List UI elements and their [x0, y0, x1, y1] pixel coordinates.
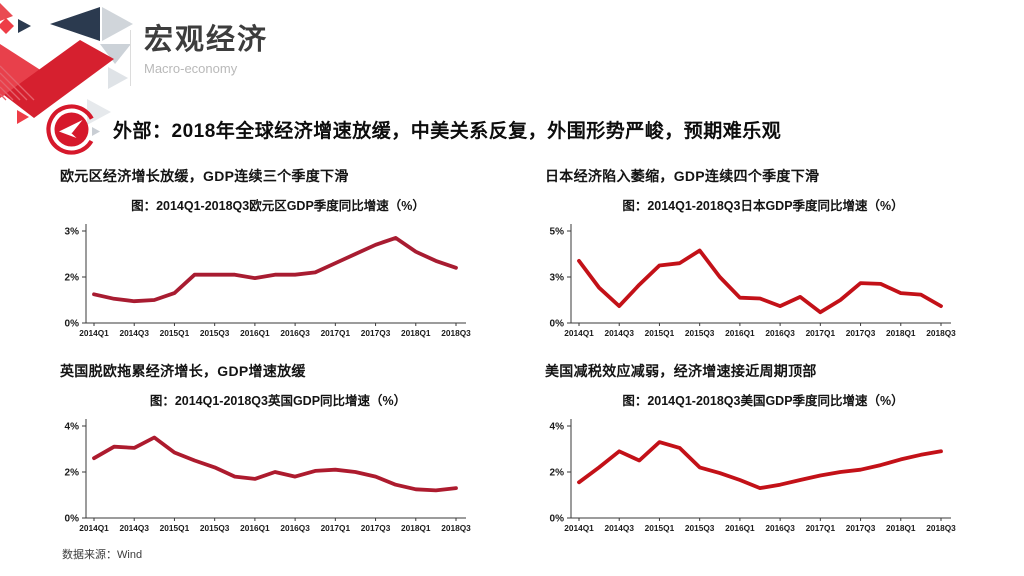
chart-title: 图：2014Q1-2018Q3欧元区GDP季度同比增速（%） [131, 199, 425, 213]
svg-text:2015Q3: 2015Q3 [685, 523, 715, 533]
headline-text: 外部：2018年全球经济增速放缓，中美关系反复，外围形势严峻，预期难乐观 [113, 121, 782, 142]
section-title: 美国减税效应减弱，经济增速接近周期顶部 [545, 363, 817, 379]
svg-text:4%: 4% [65, 422, 80, 433]
svg-text:0%: 0% [550, 514, 565, 525]
svg-text:2015Q3: 2015Q3 [200, 523, 230, 533]
svg-text:2018Q1: 2018Q1 [401, 523, 431, 533]
brand: 宏观经济 Macro-economy [144, 24, 269, 76]
svg-text:2014Q1: 2014Q1 [79, 523, 109, 533]
svg-text:2014Q3: 2014Q3 [119, 328, 149, 338]
svg-text:2015Q1: 2015Q1 [160, 523, 190, 533]
svg-text:2015Q1: 2015Q1 [645, 523, 675, 533]
svg-text:2017Q3: 2017Q3 [361, 328, 391, 338]
line-chart-svg: 4% 2% 0%2014Q1 2014Q3 2015Q1 2015Q3 2016Q1 2016… [65, 419, 471, 533]
svg-text:2014Q1: 2014Q1 [79, 328, 109, 338]
chart-title: 图：2014Q1-2018Q3英国GDP同比增速（%） [149, 394, 407, 408]
svg-text:2017Q3: 2017Q3 [846, 523, 876, 533]
brand-divider [130, 30, 131, 86]
svg-text:2016Q3: 2016Q3 [280, 523, 310, 533]
chart-section-usa: 美国减税效应减弱，经济增速接近周期顶部 图：2014Q1-2018Q3美国GDP… [545, 361, 981, 543]
svg-text:2014Q3: 2014Q3 [604, 523, 634, 533]
line-chart-svg: 5% 3% 0%2014Q1 2014Q3 2015Q1 2015Q3 2016Q1 2016… [550, 224, 956, 338]
svg-text:2%: 2% [65, 468, 80, 479]
svg-text:0%: 0% [65, 319, 80, 330]
svg-text:2014Q3: 2014Q3 [119, 523, 149, 533]
svg-text:0%: 0% [550, 319, 565, 330]
svg-text:3%: 3% [65, 227, 80, 238]
svg-text:2018Q1: 2018Q1 [886, 523, 916, 533]
svg-text:0%: 0% [65, 514, 80, 525]
svg-text:3%: 3% [550, 273, 565, 284]
page-subtitle: Macro-economy [144, 60, 238, 76]
svg-text:2016Q3: 2016Q3 [280, 328, 310, 338]
chart-title: 图：2014Q1-2018Q3日本GDP季度同比增速（%） [622, 199, 904, 213]
svg-text:2018Q1: 2018Q1 [886, 328, 916, 338]
section-title: 日本经济陷入萎缩，GDP连续四个季度下滑 [545, 168, 820, 184]
section-title: 欧元区经济增长放缓，GDP连续三个季度下滑 [60, 168, 349, 184]
svg-text:2015Q3: 2015Q3 [200, 328, 230, 338]
svg-text:5%: 5% [550, 227, 565, 238]
svg-text:2016Q1: 2016Q1 [725, 328, 755, 338]
svg-text:2016Q1: 2016Q1 [240, 523, 270, 533]
svg-text:2016Q1: 2016Q1 [240, 328, 270, 338]
svg-text:2015Q1: 2015Q1 [645, 328, 675, 338]
svg-text:2016Q3: 2016Q3 [765, 328, 795, 338]
section-title: 英国脱欧拖累经济增长，GDP增速放缓 [60, 363, 306, 379]
chart-section-japan: 日本经济陷入萎缩，GDP连续四个季度下滑 图：2014Q1-2018Q3日本GD… [545, 166, 981, 348]
svg-text:2015Q1: 2015Q1 [160, 328, 190, 338]
svg-text:2015Q3: 2015Q3 [685, 328, 715, 338]
gdp-chart-us: 4% 2% 0% 2014Q1 2014Q3 2015Q1 2015Q3 2016Q1 2016… [60, 410, 496, 543]
svg-text:2016Q3: 2016Q3 [765, 523, 795, 533]
svg-text:2017Q3: 2017Q3 [846, 328, 876, 338]
svg-text:2017Q1: 2017Q1 [321, 328, 351, 338]
gdp-chart-japan: 5% 3% 0% 2014Q1 2014Q3 2015Q1 2015Q3 2016Q1 2016… [545, 215, 981, 348]
svg-text:2%: 2% [65, 273, 80, 284]
svg-text:2014Q1: 2014Q1 [564, 523, 594, 533]
headline-row: 外部：2018年全球经济增速放缓，中美关系反复，外围形势严峻，预期难乐观 [45, 103, 781, 156]
svg-text:2%: 2% [550, 468, 565, 479]
paper-plane-badge-icon [46, 104, 97, 155]
page-title: 宏观经济 [144, 24, 269, 56]
svg-text:2018Q3: 2018Q3 [926, 328, 956, 338]
gdp-chart-eurozone: 3% 2% 0% 2014Q1 2014Q3 2015Q1 2015Q3 2016Q1 2016… [60, 215, 496, 348]
svg-text:2017Q1: 2017Q1 [806, 523, 836, 533]
svg-text:2014Q3: 2014Q3 [604, 328, 634, 338]
svg-text:2017Q1: 2017Q1 [806, 328, 836, 338]
svg-text:2017Q1: 2017Q1 [321, 523, 351, 533]
svg-text:2018Q3: 2018Q3 [441, 328, 471, 338]
svg-text:2018Q1: 2018Q1 [401, 328, 431, 338]
svg-text:2014Q1: 2014Q1 [564, 328, 594, 338]
svg-text:2016Q1: 2016Q1 [725, 523, 755, 533]
gdp-chart-usa: 4% 2% 0% 2014Q1 2014Q3 2015Q1 2015Q3 2016Q1 2016… [545, 410, 981, 543]
chart-section-uk: 英国脱欧拖累经济增长，GDP增速放缓 图：2014Q1-2018Q3英国GDP同… [60, 361, 496, 543]
logo-triangles-icon [0, 3, 133, 136]
line-chart-svg: 4% 2% 0%2014Q1 2014Q3 2015Q1 2015Q3 2016Q1 2016… [550, 419, 956, 533]
svg-text:2017Q3: 2017Q3 [361, 523, 391, 533]
svg-text:2018Q3: 2018Q3 [926, 523, 956, 533]
source-note: 数据来源：Wind [62, 549, 143, 561]
svg-text:2018Q3: 2018Q3 [441, 523, 471, 533]
svg-text:4%: 4% [550, 422, 565, 433]
line-chart-svg: 3% 2% 0%2014Q1 2014Q3 2015Q1 2015Q3 2016Q1 2016… [65, 224, 471, 338]
chart-title: 图：2014Q1-2018Q3美国GDP季度同比增速（%） [622, 394, 904, 408]
chart-section-eurozone: 欧元区经济增长放缓，GDP连续三个季度下滑 图：2014Q1-2018Q3欧元区… [60, 166, 496, 348]
